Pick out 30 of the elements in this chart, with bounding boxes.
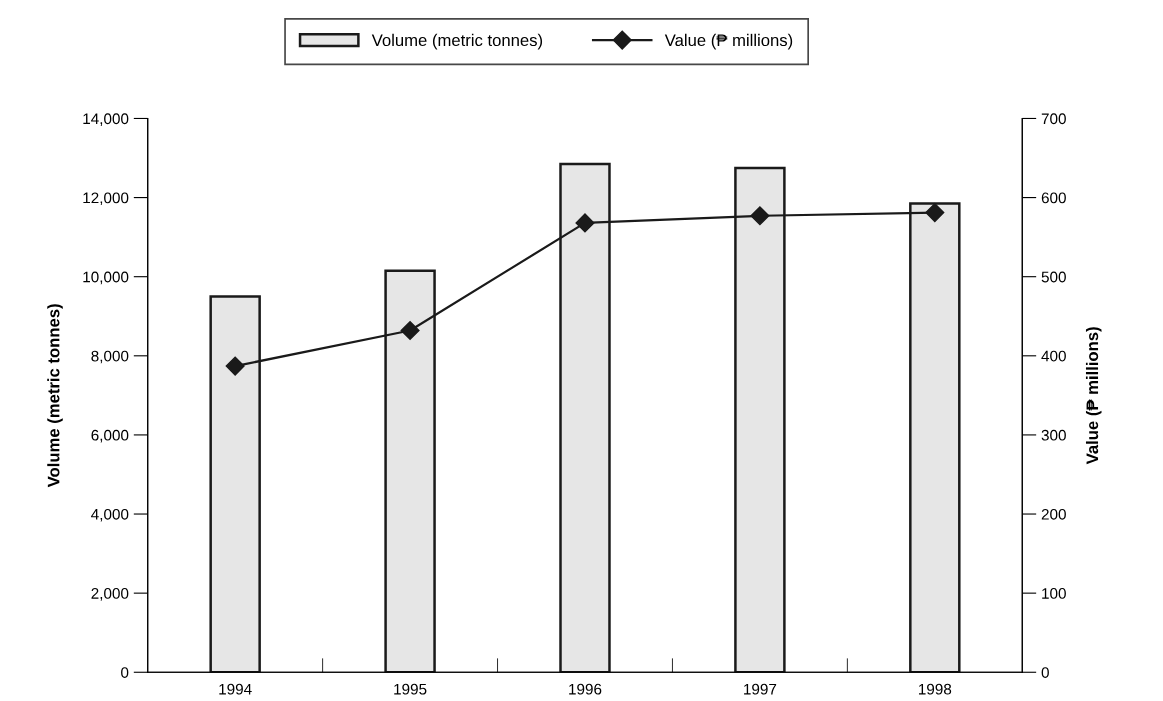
y2-tick-label: 500	[1041, 271, 1066, 283]
legend-label: Volume (metric tonnes)	[371, 33, 543, 50]
y2-tick-label: 200	[1041, 508, 1066, 520]
x-tick-label: 1995	[394, 683, 427, 695]
point	[750, 206, 770, 226]
point	[925, 203, 945, 223]
y2-tick-label: 400	[1041, 350, 1066, 362]
y2-tick-label: 700	[1041, 113, 1066, 125]
y-tick-label: 10,000	[83, 271, 129, 285]
x-tick-label: 1998	[918, 683, 952, 695]
point	[400, 320, 420, 341]
y-tick-label: 8,000	[91, 350, 129, 364]
y2-tick-label: 600	[1041, 192, 1066, 204]
x-tick-label: 1996	[569, 683, 602, 695]
x-tick-label: 1997	[744, 683, 777, 695]
legend-label: Value (₱ millions)	[664, 33, 793, 50]
x-tick-label: 1994	[219, 683, 252, 695]
y2-tick-label: 300	[1041, 429, 1066, 441]
y2-tick-label: 100	[1042, 588, 1066, 599]
point	[225, 356, 245, 376]
y-tick-label: 0	[121, 667, 129, 678]
y-tick-label: 2,000	[91, 588, 129, 601]
y2-tick-label: 0	[1041, 667, 1049, 678]
y-tick-label: 12,000	[83, 192, 129, 206]
point	[575, 213, 595, 233]
y2-axis-title: Value (₱ millions)	[1085, 327, 1102, 465]
y-tick-label: 6,000	[91, 429, 129, 443]
y-axis-title: Volume (metric tonnes)	[47, 304, 63, 488]
y-tick-label: 4,000	[91, 508, 129, 522]
y-tick-label: 14,000	[83, 113, 129, 126]
